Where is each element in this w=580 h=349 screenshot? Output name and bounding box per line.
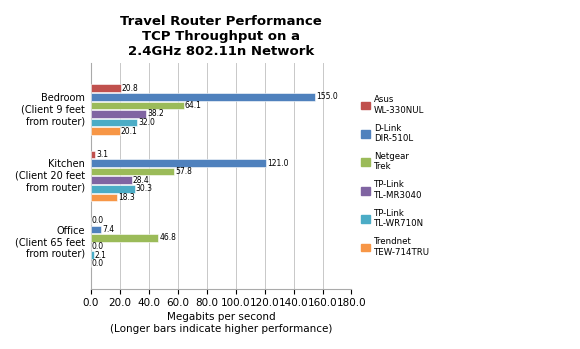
Bar — [90, 84, 121, 92]
Bar — [90, 93, 316, 101]
Legend: Asus
WL-330NUL, D-Link
DIR-510L, Netgear
Trek, TP-Link
TL-MR3040, TP-Link
TL-WR7: Asus WL-330NUL, D-Link DIR-510L, Netgear… — [358, 92, 433, 259]
X-axis label: Megabits per second
(Longer bars indicate higher performance): Megabits per second (Longer bars indicat… — [110, 312, 332, 334]
Text: 28.4: 28.4 — [133, 176, 150, 185]
Title: Travel Router Performance
TCP Throughput on a
2.4GHz 802.11n Network: Travel Router Performance TCP Throughput… — [120, 15, 322, 58]
Bar — [90, 119, 137, 126]
Bar — [90, 225, 102, 233]
Text: 57.8: 57.8 — [176, 167, 193, 176]
Text: 32.0: 32.0 — [138, 118, 155, 127]
Text: 155.0: 155.0 — [317, 92, 338, 101]
Bar — [90, 127, 120, 135]
Text: 2.1: 2.1 — [95, 251, 107, 260]
Bar — [90, 177, 132, 184]
Bar — [90, 151, 95, 158]
Text: 18.3: 18.3 — [118, 193, 135, 202]
Bar — [90, 102, 183, 109]
Text: 64.1: 64.1 — [184, 101, 202, 110]
Text: 0.0: 0.0 — [91, 259, 103, 268]
Text: 0.0: 0.0 — [91, 216, 103, 225]
Text: 121.0: 121.0 — [267, 158, 289, 168]
Bar — [90, 251, 94, 259]
Bar — [90, 185, 135, 193]
Text: 20.1: 20.1 — [121, 127, 137, 136]
Text: 7.4: 7.4 — [103, 225, 115, 234]
Bar — [90, 168, 175, 176]
Bar — [90, 110, 146, 118]
Text: 46.8: 46.8 — [160, 233, 176, 243]
Text: 3.1: 3.1 — [96, 150, 108, 159]
Text: 38.2: 38.2 — [147, 110, 164, 118]
Text: 0.0: 0.0 — [91, 242, 103, 251]
Bar — [90, 194, 117, 201]
Bar — [90, 159, 266, 167]
Text: 30.3: 30.3 — [136, 184, 153, 193]
Text: 20.8: 20.8 — [122, 84, 139, 93]
Bar — [90, 234, 158, 242]
